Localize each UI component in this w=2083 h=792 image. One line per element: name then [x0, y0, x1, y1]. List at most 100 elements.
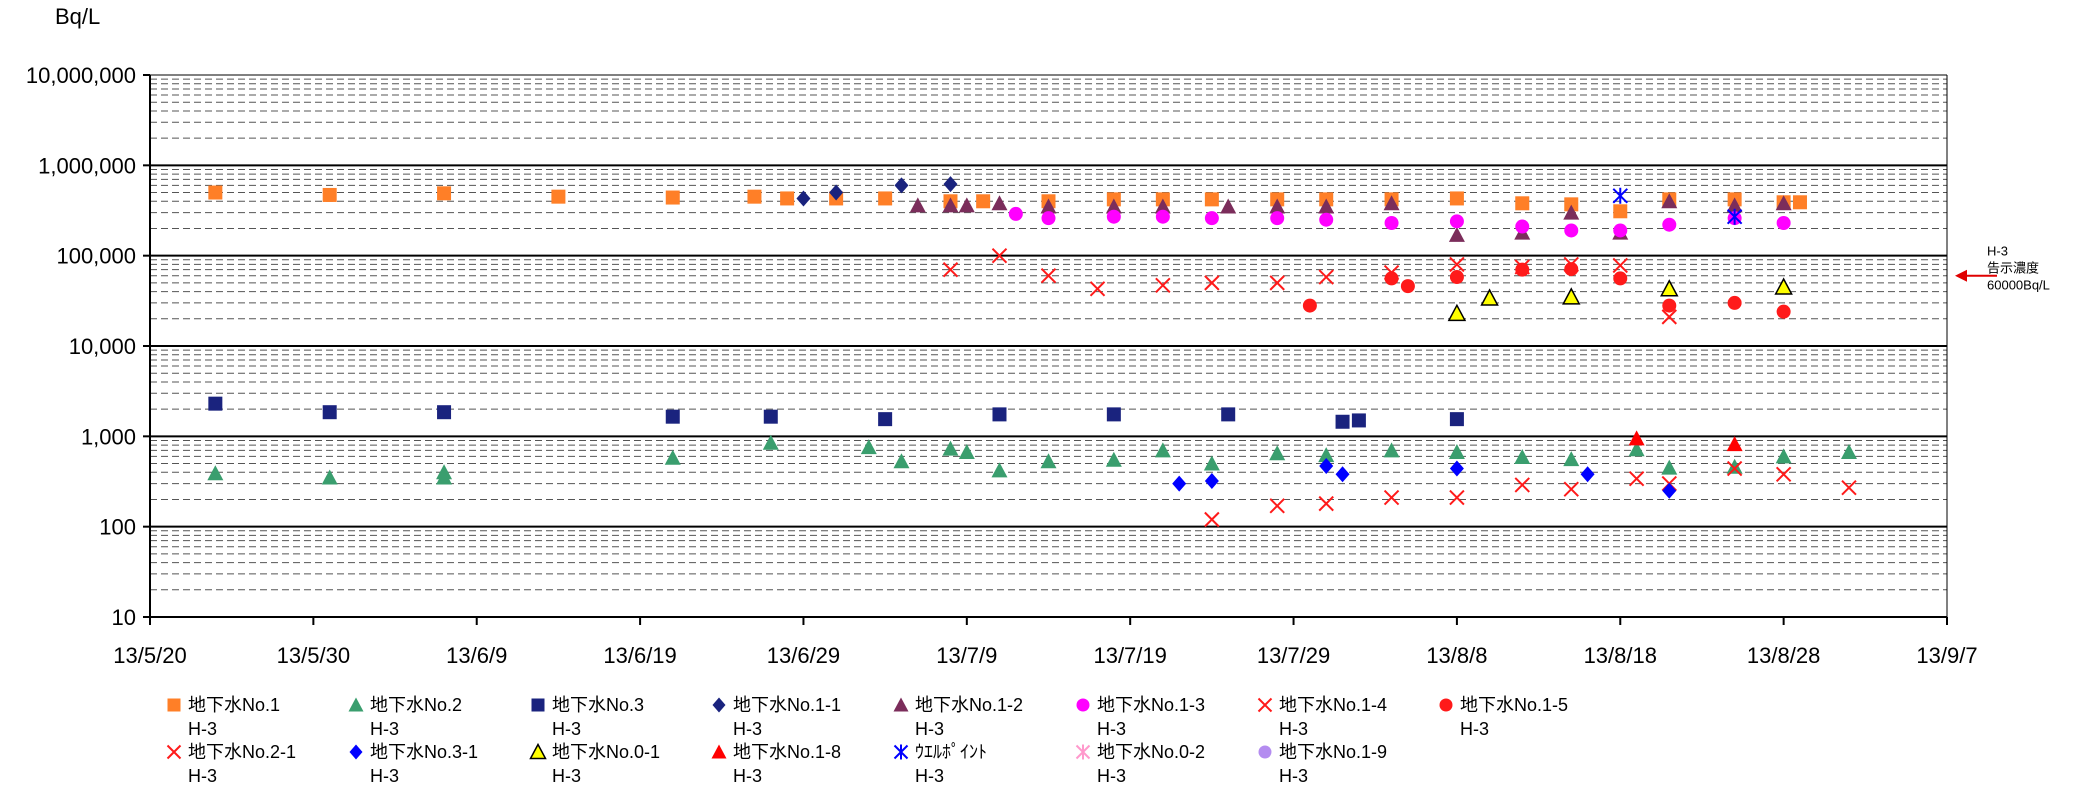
data-point [1628, 430, 1645, 446]
data-point [1448, 226, 1465, 242]
data-point [1562, 287, 1581, 305]
data-point [992, 407, 1007, 422]
legend-item: 地下水No.1 H-3 [167, 695, 280, 739]
data-point [1727, 295, 1742, 310]
data-point [1564, 197, 1579, 212]
data-point [1318, 198, 1335, 214]
legend-label: 地下水No.1 [188, 695, 280, 715]
legend-sublabel: H-3 [552, 766, 581, 786]
data-point [1204, 211, 1219, 226]
data-point [1563, 204, 1580, 220]
data-point [437, 186, 452, 201]
data-point [1662, 217, 1677, 232]
data-point [1661, 193, 1678, 209]
legend-label: 地下水No.2-1 [188, 742, 296, 762]
series-11 [1447, 277, 1793, 322]
legend-sublabel: H-3 [370, 719, 399, 739]
data-point [1400, 279, 1415, 294]
data-point [1040, 198, 1057, 214]
legend-item: 地下水No.3 H-3 [531, 695, 644, 739]
data-point [1302, 298, 1317, 313]
data-point [1449, 191, 1464, 206]
data-point [763, 409, 778, 424]
data-point [1661, 309, 1677, 325]
data-point [1383, 195, 1400, 211]
legend-layer: 地下水No.1 H-3 地下水No.2 H-3 地下水No.3 H-3 地下水No.1-1 H… [166, 695, 1568, 786]
x-tick-label: 13/9/7 [1916, 643, 1977, 668]
data-point [436, 464, 453, 480]
legend-sublabel: H-3 [552, 719, 581, 739]
data-point [991, 462, 1008, 478]
data-point [1204, 511, 1220, 528]
legend-item: 地下水No.1-4 H-3 [1257, 695, 1387, 739]
data-point [1383, 489, 1400, 506]
data-point [1515, 262, 1530, 277]
data-point [1449, 270, 1464, 285]
data-point [665, 190, 680, 205]
legend-marker [893, 744, 909, 760]
data-point [1221, 407, 1236, 422]
legend-label: 地下水No.2 [370, 695, 462, 715]
data-point [1449, 460, 1464, 477]
y-tick-label: 1,000,000 [38, 153, 136, 178]
series-5 [909, 193, 1792, 242]
data-point [1726, 208, 1743, 225]
data-point [1726, 197, 1743, 213]
legend-marker [529, 742, 547, 760]
legend-marker [531, 698, 545, 712]
x-tick-label: 13/8/8 [1426, 643, 1487, 668]
legend-sublabel: H-3 [1097, 766, 1126, 786]
legend-label: 地下水No.1-2 [915, 695, 1023, 715]
data-point [1319, 212, 1334, 227]
y-axis-unit-label: Bq/L [55, 4, 100, 29]
y-tick-label: 10 [112, 605, 136, 630]
x-tick-label: 13/6/29 [767, 643, 840, 668]
legend-item: 地下水No.1-2 H-3 [893, 695, 1023, 739]
data-point [1563, 481, 1579, 497]
data-point [1204, 275, 1220, 291]
legend-item: 地下水No.3-1 H-3 [349, 742, 478, 786]
data-point [909, 197, 926, 213]
data-point [991, 195, 1008, 211]
data-point [1448, 444, 1465, 460]
data-point [1384, 215, 1399, 230]
data-point [321, 469, 338, 485]
data-point [1515, 219, 1530, 234]
data-point [1318, 269, 1334, 285]
data-point [780, 191, 795, 206]
x-tick-label: 13/6/9 [446, 643, 507, 668]
data-point [1480, 288, 1499, 306]
data-point [1775, 448, 1792, 464]
limit-annotation-line: 告示濃度 [1987, 261, 2039, 276]
legend-sublabel: H-3 [1279, 719, 1308, 739]
legend-sublabel: H-3 [188, 766, 217, 786]
data-point [1564, 223, 1579, 238]
data-point [1270, 211, 1285, 226]
data-point [1660, 279, 1679, 297]
data-point [829, 184, 844, 201]
data-point [1318, 495, 1334, 512]
data-point [1041, 211, 1056, 226]
legend-marker [712, 697, 726, 713]
data-point [208, 396, 223, 411]
legend-label: 地下水No.1-8 [733, 742, 841, 762]
limit-annotation-line: H-3 [1987, 244, 2008, 259]
data-point [1220, 198, 1237, 214]
legend-marker [1439, 698, 1453, 712]
data-point [1792, 195, 1807, 210]
data-point [208, 185, 223, 200]
y-tick-label: 100 [99, 515, 136, 540]
series-4 [796, 176, 958, 207]
data-point [878, 412, 893, 427]
legend-sublabel: H-3 [370, 766, 399, 786]
data-point [1204, 192, 1219, 207]
data-point [1447, 303, 1467, 322]
legend-sublabel: H-3 [733, 766, 762, 786]
legend-label: ｳｴﾙﾎﾟｲﾝﾄ [915, 742, 987, 762]
data-point [1154, 198, 1171, 214]
legend-label: 地下水No.1-9 [1279, 742, 1387, 762]
data-point [1319, 457, 1334, 474]
data-point [551, 189, 566, 204]
data-point [943, 176, 958, 193]
